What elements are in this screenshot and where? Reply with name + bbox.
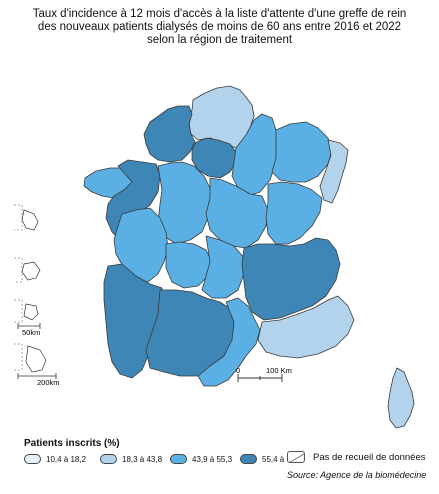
inset-guyane-frame [14,204,23,231]
main-scale-bar [237,374,283,382]
main-scale-zero: 0 [236,366,240,375]
source-note: Source: Agence de la biomédecine [287,470,427,480]
inset-mayotte-frame [14,343,23,371]
region-rhone-alpes [241,237,341,321]
inset-scale-bars [17,323,57,379]
region-alsace [319,139,349,204]
region-lorraine [271,121,333,183]
inset-scale-label-large: 200km [37,378,60,387]
legend-label-class-3: 43,9 à 55,3 [192,454,233,464]
inset-guadeloupe [21,261,41,281]
legend-title: Patients inscrits (%) [24,438,120,449]
legend-item-class-3: 43,9 à 55,3 [170,453,232,465]
legend-item-class-4: 55,4 à 67,0 [240,453,302,465]
legend-label-class-2: 18,3 à 43,8 [122,454,163,464]
legend-label-class-1: 10,4 à 18,2 [46,454,87,464]
inset-reunion [23,303,39,321]
legend-swatch-class-1 [24,454,41,464]
region-corse [387,367,415,429]
region-poitou [113,207,169,283]
legend-item-no-data: Pas de recueil de données [287,451,426,463]
region-ile-de-france [191,137,237,179]
region-auvergne [201,235,245,299]
legend-swatch-class-4 [240,454,257,464]
legend-label-class-4: 55,4 à 67,0 [262,454,303,464]
region-normandie [143,105,196,163]
inset-reunion-frame [14,299,23,323]
inset-mayotte [25,345,47,373]
legend-swatch-class-2 [100,454,117,464]
legend-item-class-1: 10,4 à 18,2 [24,453,86,465]
legend-swatch-no-data [287,451,305,463]
title-line-2: des nouveaux patients dialysés de moins … [37,21,402,33]
main-scale-end: 100 Km [266,366,292,375]
legend-item-class-2: 18,3 à 43,8 [100,453,162,465]
title-line-3: selon la région de traitement [146,34,293,46]
map-title: Taux d'incidence à 12 mois d'accès à la … [0,8,439,47]
region-centre [157,161,213,245]
overseas-insets [14,204,47,373]
region-franche-comte [265,181,323,245]
inset-martinique-frame [14,257,23,283]
legend-swatch-class-3 [170,454,187,464]
inset-scale-label-small: 50km [22,328,40,337]
inset-guyane [21,209,39,231]
title-line-1: Taux d'incidence à 12 mois d'accès à la … [32,8,407,20]
region-paca [257,295,355,359]
legend-label-no-data: Pas de recueil de données [313,451,426,463]
region-languedoc [197,297,261,387]
region-bourgogne [205,177,269,249]
